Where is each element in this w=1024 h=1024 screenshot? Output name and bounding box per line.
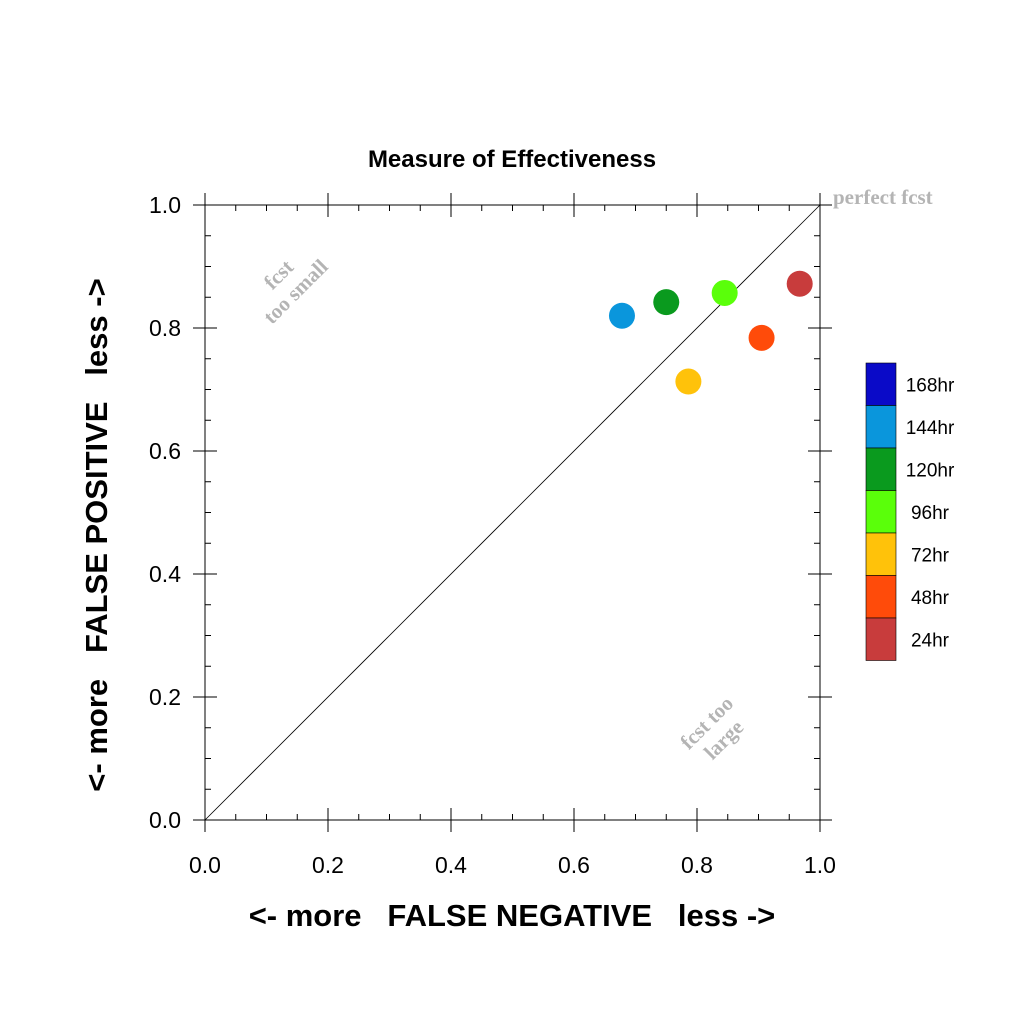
point-120hr [653, 289, 680, 316]
y-tick-label: 0.0 [149, 807, 181, 833]
point-96hr [711, 279, 738, 306]
legend: 168hr 144hr 120hr 96hr 72hr 48hr 24hr [865, 362, 955, 661]
x-axis-title: <- more FALSE NEGATIVE less -> [249, 898, 776, 933]
legend-label-48hr: 48hr [911, 588, 950, 609]
y-tick-label: 1.0 [149, 192, 181, 218]
legend-label-168hr: 168hr [906, 375, 955, 396]
legend-swatch-72hr [865, 532, 897, 576]
x-tick-label: 0.2 [312, 852, 344, 878]
legend-label-72hr: 72hr [911, 545, 950, 566]
y-axis-title: <- more FALSE POSITIVE less -> [79, 278, 114, 791]
legend-label-24hr: 24hr [911, 630, 950, 651]
point-24hr [786, 270, 813, 297]
y-tick-label: 0.8 [149, 315, 181, 341]
legend-label-96hr: 96hr [911, 503, 950, 524]
legend-label-144hr: 144hr [906, 418, 955, 439]
legend-swatch-96hr [865, 490, 897, 534]
y-tick-label: 0.2 [149, 684, 181, 710]
legend-swatch-168hr [865, 362, 897, 406]
annotation-fcst-too-small: fcst too small [258, 254, 332, 328]
x-tick-labels: 0.0 0.2 0.4 0.6 0.8 1.0 [189, 852, 836, 878]
point-48hr [748, 324, 775, 351]
y-tick-labels: 0.0 0.2 0.4 0.6 0.8 1.0 [149, 192, 181, 833]
legend-swatch-24hr [865, 617, 897, 661]
y-tick-label: 0.4 [149, 561, 181, 587]
legend-swatch-48hr [865, 575, 897, 619]
legend-swatch-144hr [865, 405, 897, 449]
x-tick-label: 1.0 [804, 852, 836, 878]
chart-title: Measure of Effectiveness [368, 146, 656, 173]
point-144hr [608, 302, 635, 329]
x-tick-label: 0.8 [681, 852, 713, 878]
legend-swatch-120hr [865, 447, 897, 491]
x-tick-label: 0.4 [435, 852, 467, 878]
annotation-fcst-too-large: fcst too large [675, 691, 748, 764]
data-points [608, 270, 813, 395]
y-tick-label: 0.6 [149, 438, 181, 464]
diagonal-line [204, 204, 821, 821]
annotation-perfect-fcst: perfect fcst [833, 185, 933, 209]
point-72hr [675, 368, 702, 395]
x-tick-label: 0.0 [189, 852, 221, 878]
axis-ticks [193, 193, 832, 832]
x-tick-label: 0.6 [558, 852, 590, 878]
legend-label-120hr: 120hr [906, 460, 955, 481]
